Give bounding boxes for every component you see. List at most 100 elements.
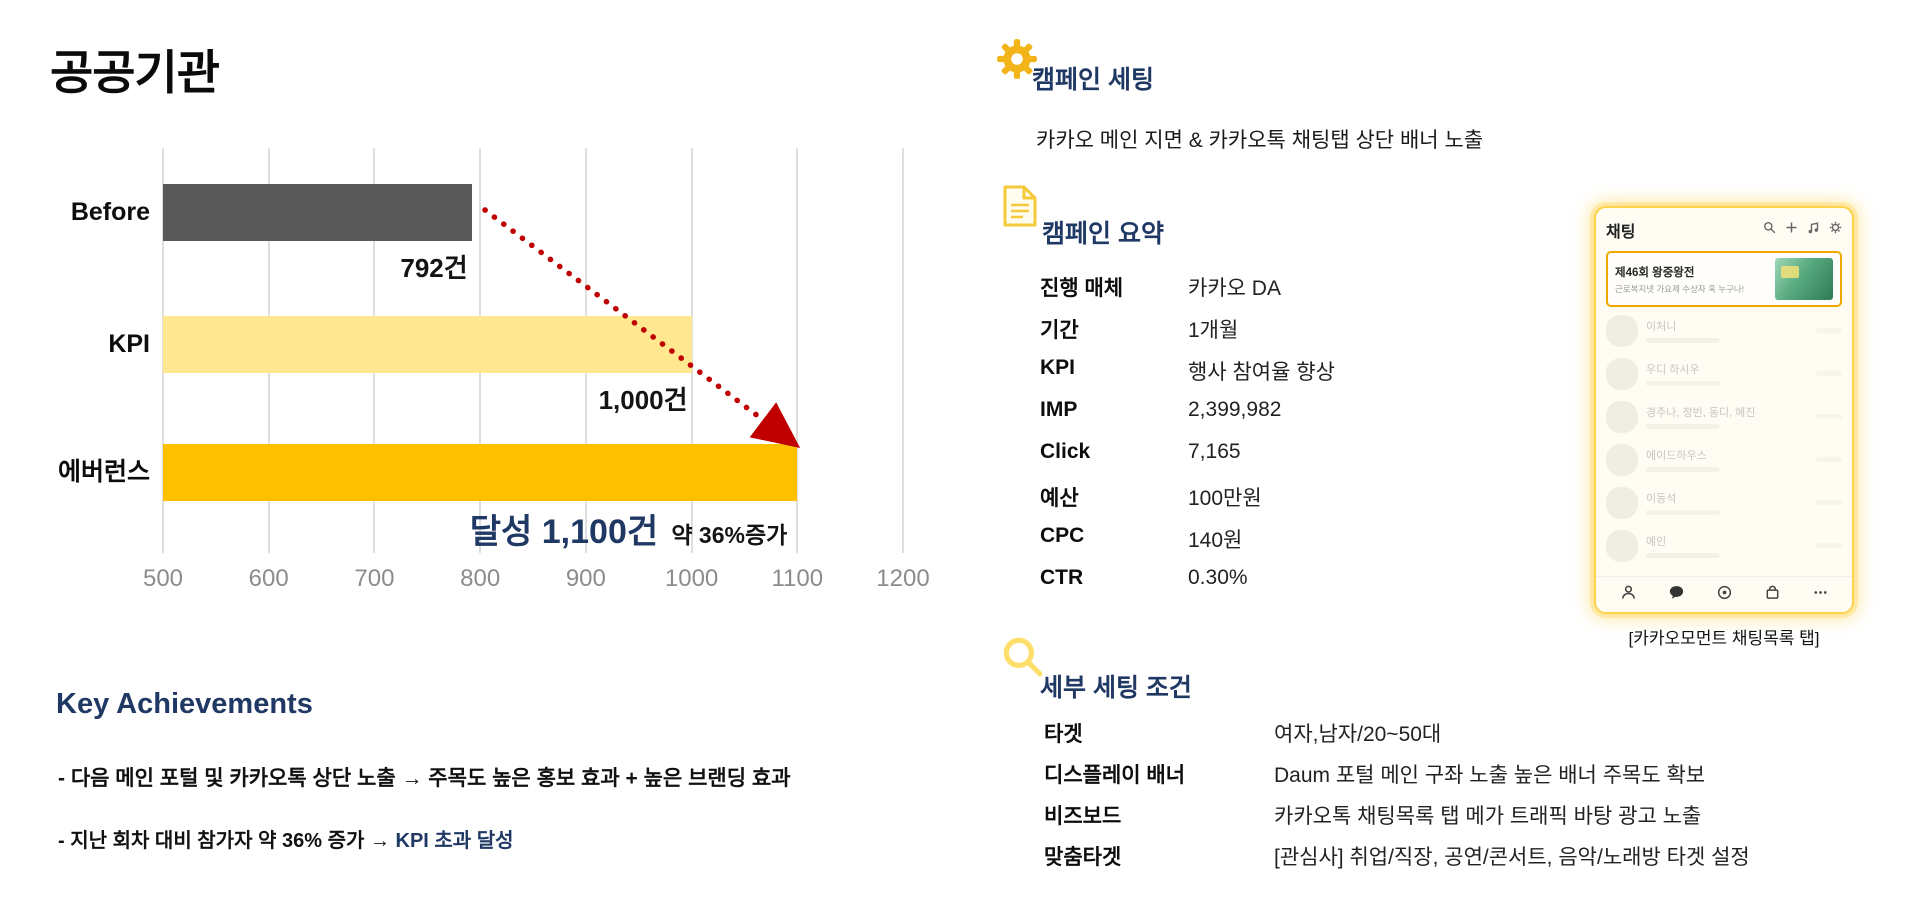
- row-label: 기간: [1040, 319, 1079, 342]
- settings-icon: [1829, 221, 1842, 239]
- ad-banner-thumbnail: [1775, 258, 1833, 300]
- magnifier-icon: [1000, 634, 1044, 683]
- x-tick-label: 600: [248, 565, 289, 592]
- row-label: 디스플레이 배너: [1044, 764, 1186, 787]
- table-row: 디스플레이 배너 Daum 포털 메인 구좌 노출 높은 배너 주목도 확보: [1044, 759, 1750, 800]
- chat-time-placeholder: [1816, 414, 1842, 419]
- row-label: 타겟: [1044, 723, 1083, 746]
- row-value: 0.30%: [1188, 566, 1248, 589]
- trend-arrow: [482, 207, 801, 448]
- chat-name: 이동석: [1646, 493, 1677, 505]
- chart-x-axis: 500 600 700 800 900 1000 1100 1200: [143, 565, 930, 595]
- chat-avatar: [1606, 443, 1638, 476]
- row-value: 행사 참여율 향상: [1188, 361, 1335, 384]
- x-tick-label: 900: [565, 565, 606, 592]
- page-title: 공공기관: [50, 46, 220, 99]
- chat-avatar: [1606, 314, 1638, 347]
- more-tab-icon: [1812, 584, 1829, 606]
- campaign-setting-description: 카카오 메인 지면 & 카카오톡 채팅탭 상단 배너 노출: [1036, 129, 1484, 152]
- document-icon: [1002, 184, 1038, 233]
- chat-avatar: [1606, 357, 1638, 390]
- ad-banner: 제46회 왕중왕전 근로복지넷 가요제 수상자 혹 누구나!: [1606, 251, 1842, 307]
- row-value: [관심사] 취업/직장, 공연/콘서트, 음악/노래방 타겟 설정: [1274, 846, 1750, 869]
- x-tick-label: 1100: [771, 565, 824, 592]
- x-tick-label: 800: [460, 565, 501, 592]
- chat-avatar: [1606, 400, 1638, 433]
- chat-time-placeholder: [1816, 457, 1842, 462]
- row-label: KPI: [1040, 356, 1076, 379]
- chat-time-placeholder: [1816, 500, 1842, 505]
- row-label: CPC: [1040, 524, 1085, 547]
- achievement-bullet-1: - 다음 메인 포털 및 카카오톡 상단 노출 → 주목도 높은 홍보 효과 +…: [58, 767, 791, 790]
- bar-value-before: 792건: [400, 253, 468, 283]
- chart-category-everuns: 에버런스: [57, 458, 150, 486]
- gridline: [796, 148, 799, 553]
- table-row: 맞춤타겟 [관심사] 취업/직장, 공연/콘서트, 음악/노래방 타겟 설정: [1044, 841, 1750, 882]
- table-row: Click 7,165: [1040, 440, 1335, 482]
- x-tick-label: 1000: [664, 565, 719, 592]
- table-row: IMP 2,399,982: [1040, 398, 1335, 440]
- bar-value-everuns: 달성 1,100건 약 36%증가: [470, 504, 798, 553]
- bar-value-kpi: 1,000건: [598, 385, 688, 415]
- table-row: 예산 100만원: [1040, 482, 1335, 524]
- phone-mockup: 채팅 제46회 왕중왕전 근로복지넷 가요제 수상자 혹 누구나!: [1594, 206, 1854, 614]
- chat-time-placeholder: [1816, 371, 1842, 376]
- add-chat-icon: [1785, 221, 1798, 239]
- music-icon: [1807, 221, 1820, 239]
- gridline: [690, 148, 693, 553]
- chat-preview-placeholder: [1646, 424, 1720, 429]
- shopping-tab-icon: [1764, 584, 1781, 606]
- row-value: 100만원: [1188, 487, 1262, 510]
- chat-name: 에이드하우스: [1646, 450, 1707, 462]
- campaign-summary-heading: 캠페인 요약: [1042, 220, 1164, 248]
- ad-banner-subtitle: 근로복지넷 가요제 수상자 혹 누구나!: [1615, 283, 1745, 294]
- achieved-value: 달성 1,100건: [469, 513, 659, 551]
- bar-kpi: [163, 316, 692, 373]
- chat-time-placeholder: [1816, 543, 1842, 548]
- ad-banner-title: 제46회 왕중왕전: [1615, 266, 1695, 279]
- chat-avatar: [1606, 486, 1638, 519]
- chat-list: 이처니 우디 하시우 경주나, 정빈, 동디, 혜진 에이드하우스 이동석 예인: [1606, 309, 1842, 567]
- table-row: 기간 1개월: [1040, 314, 1335, 356]
- key-achievements-title: Key Achievements: [56, 688, 313, 720]
- bar-before: [163, 184, 472, 241]
- chat-preview-placeholder: [1646, 510, 1720, 515]
- row-label: 비즈보드: [1044, 805, 1122, 828]
- row-value: 2,399,982: [1188, 398, 1282, 421]
- chat-list-item: 경주나, 정빈, 동디, 혜진: [1606, 395, 1842, 438]
- detail-settings-heading: 세부 세팅 조건: [1040, 674, 1192, 702]
- phone-header: 채팅: [1606, 218, 1842, 242]
- table-row: CPC 140원: [1040, 524, 1335, 566]
- gear-icon: [994, 36, 1040, 87]
- table-row: KPI 행사 참여율 향상: [1040, 356, 1335, 398]
- row-label: IMP: [1040, 398, 1078, 421]
- view-tab-icon: [1716, 584, 1733, 606]
- chat-list-item: 우디 하시우: [1606, 352, 1842, 395]
- table-row: 비즈보드 카카오톡 채팅목록 탭 메가 트래픽 바탕 광고 노출: [1044, 800, 1750, 841]
- achievement-bullet-2-text: - 지난 회차 대비 참가자 약 36% 증가 →: [58, 830, 396, 852]
- row-value: Daum 포털 메인 구좌 노출 높은 배너 주목도 확보: [1274, 764, 1706, 787]
- achievement-bullet-2: - 지난 회차 대비 참가자 약 36% 증가 → KPI 초과 달성: [58, 824, 514, 853]
- chat-list-item: 예인: [1606, 524, 1842, 567]
- phone-chats-title: 채팅: [1606, 224, 1636, 241]
- row-label: 진행 매체: [1040, 277, 1124, 300]
- chart-category-before: Before: [70, 198, 150, 226]
- search-icon: [1763, 221, 1776, 239]
- row-label: 맞춤타겟: [1044, 846, 1122, 869]
- table-row: CTR 0.30%: [1040, 566, 1335, 608]
- increase-annotation: 약 36%증가: [671, 522, 788, 548]
- phone-caption: [카카오모먼트 채팅목록 탭]: [1628, 629, 1820, 648]
- chat-list-item: 이동석: [1606, 481, 1842, 524]
- chat-time-placeholder: [1816, 328, 1842, 333]
- table-row: 진행 매체 카카오 DA: [1040, 272, 1335, 314]
- bar-chart: 792건 1,000건 달성 1,100건 약 36%증가: [162, 148, 904, 553]
- chat-preview-placeholder: [1646, 381, 1720, 386]
- chat-avatar: [1606, 529, 1638, 562]
- chat-name: 우디 하시우: [1646, 364, 1700, 376]
- chat-list-item: 에이드하우스: [1606, 438, 1842, 481]
- x-tick-label: 500: [142, 565, 184, 592]
- chat-preview-placeholder: [1646, 467, 1720, 472]
- table-row: 타겟 여자,남자/20~50대: [1044, 718, 1750, 759]
